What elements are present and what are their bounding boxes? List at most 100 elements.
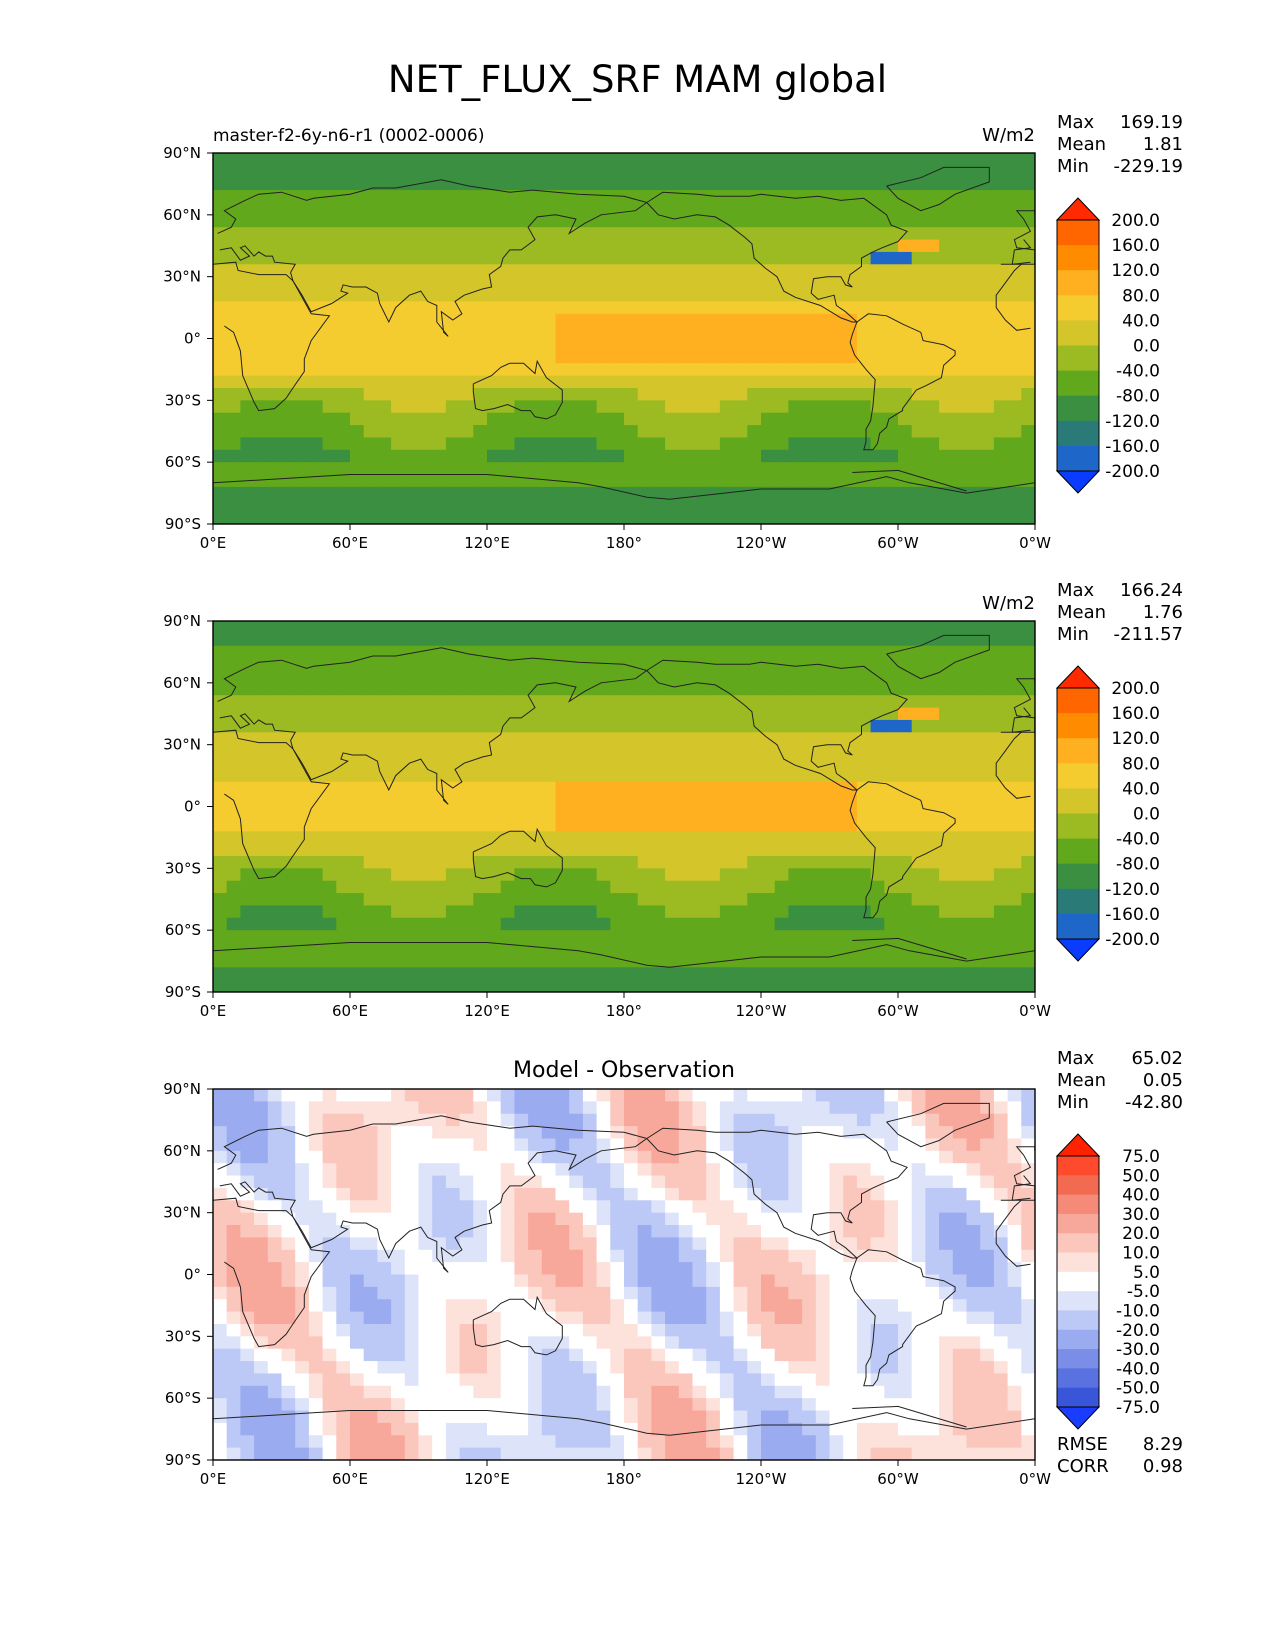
field-cell [966, 621, 981, 634]
field-cell [815, 732, 831, 746]
field-cell [829, 905, 844, 919]
field-cell [445, 1187, 461, 1201]
field-cell [281, 868, 296, 882]
field-cell [541, 1225, 557, 1238]
field-cell [281, 942, 296, 956]
field-cell [377, 732, 392, 746]
field-cell [678, 1286, 694, 1300]
field-cell [418, 1348, 433, 1362]
field-cell [240, 893, 255, 907]
field-cell [487, 350, 502, 364]
field-cell [774, 942, 789, 956]
field-cell [651, 338, 666, 352]
field-cell [541, 1101, 557, 1115]
field-cell [487, 153, 502, 166]
field-cell [363, 1225, 378, 1238]
field-cell [295, 1385, 310, 1399]
field-cell [952, 905, 968, 919]
field-cell [993, 264, 1009, 278]
field-cell [213, 905, 228, 919]
field-cell [363, 954, 378, 968]
field-cell [733, 979, 748, 992]
field-cell [254, 499, 269, 513]
field-cell [1007, 880, 1022, 894]
field-cell [500, 1113, 515, 1127]
field-cell [596, 1385, 611, 1399]
field-cell [815, 313, 831, 327]
field-cell [254, 462, 269, 476]
field-cell [322, 153, 337, 166]
field-cell [404, 707, 420, 721]
field-cell [911, 868, 926, 882]
field-cell [213, 682, 228, 696]
field-cell [966, 511, 981, 524]
field-cell [459, 1435, 474, 1449]
field-cell [350, 930, 365, 944]
field-cell [432, 1187, 447, 1201]
field-cell [596, 1348, 611, 1362]
field-cell [624, 1373, 639, 1387]
field-cell [980, 707, 995, 721]
field-cell [295, 499, 310, 513]
field-cell [706, 818, 721, 832]
field-cell [336, 276, 351, 290]
field-cell [336, 1237, 351, 1251]
field-cell [802, 831, 817, 845]
field-cell [692, 1237, 707, 1251]
field-cell [363, 707, 378, 721]
field-cell [733, 1225, 748, 1238]
stat-label: Max [1057, 112, 1095, 133]
field-cell [308, 1212, 324, 1226]
field-cell [624, 264, 639, 278]
field-cell [884, 633, 899, 647]
field-cell [925, 682, 940, 696]
field-cell [966, 769, 981, 783]
field-cell [281, 670, 296, 684]
field-cell [925, 781, 940, 795]
field-cell [473, 806, 488, 820]
field-cell [665, 954, 680, 968]
field-cell [911, 670, 926, 684]
field-cell [213, 239, 228, 253]
field-cell [665, 905, 680, 919]
field-cell [637, 719, 652, 733]
field-cell [226, 967, 241, 981]
field-cell [706, 1187, 721, 1201]
field-cell [761, 1089, 776, 1102]
field-cell [925, 695, 940, 709]
field-cell [1007, 806, 1022, 820]
field-cell [802, 806, 817, 820]
field-cell [391, 499, 406, 513]
field-cell [281, 486, 296, 500]
field-cell [322, 695, 337, 709]
field-cell [582, 301, 598, 315]
field-cell [624, 1385, 639, 1399]
field-cell [569, 400, 584, 414]
field-cell [651, 387, 666, 401]
field-cell [993, 670, 1009, 684]
field-cell [939, 375, 954, 389]
field-cell [377, 645, 392, 659]
field-cell [993, 719, 1009, 733]
field-cell [418, 1212, 433, 1226]
field-cell [240, 338, 255, 352]
field-cell [569, 1126, 584, 1140]
field-cell [774, 251, 789, 265]
field-cell [774, 462, 789, 476]
field-cell [898, 375, 913, 389]
field-cell [624, 1249, 639, 1263]
field-cell [418, 326, 433, 340]
field-cell [267, 486, 283, 500]
field-cell [582, 1175, 598, 1189]
field-cell [898, 769, 913, 783]
field-cell [665, 301, 680, 315]
field-cell [350, 449, 365, 463]
field-cell [322, 1225, 337, 1238]
field-cell [569, 449, 584, 463]
field-cell [473, 165, 488, 179]
field-cell [336, 251, 351, 265]
field-cell [377, 1187, 392, 1201]
field-cell [404, 633, 420, 647]
field-cell [788, 251, 803, 265]
field-cell [747, 1200, 762, 1214]
